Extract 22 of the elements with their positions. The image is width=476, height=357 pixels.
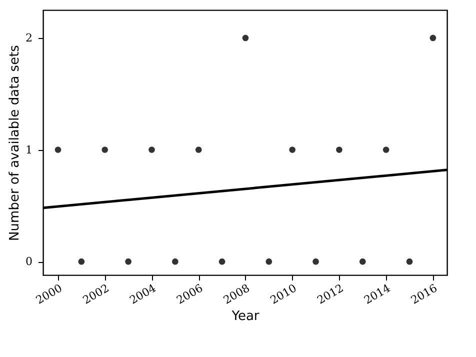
point (125, 258, 132, 265)
point (54, 146, 62, 153)
point (102, 146, 108, 153)
point (172, 258, 178, 265)
point (336, 146, 342, 153)
point (382, 146, 390, 153)
point (430, 34, 436, 42)
point (359, 258, 366, 265)
point (312, 258, 319, 265)
point (195, 146, 202, 153)
point (148, 146, 155, 153)
y-tick-label: 1 (26, 143, 32, 156)
y-axis-title: Number of available data sets (8, 44, 22, 241)
y-tick-label: 2 (26, 31, 32, 44)
point (78, 258, 85, 265)
point (289, 146, 296, 153)
point (406, 258, 413, 265)
x-axis-title: Year (230, 309, 260, 324)
point (266, 258, 272, 265)
point (242, 34, 249, 42)
y-tick-label: 0 (26, 255, 32, 268)
point (218, 258, 226, 265)
